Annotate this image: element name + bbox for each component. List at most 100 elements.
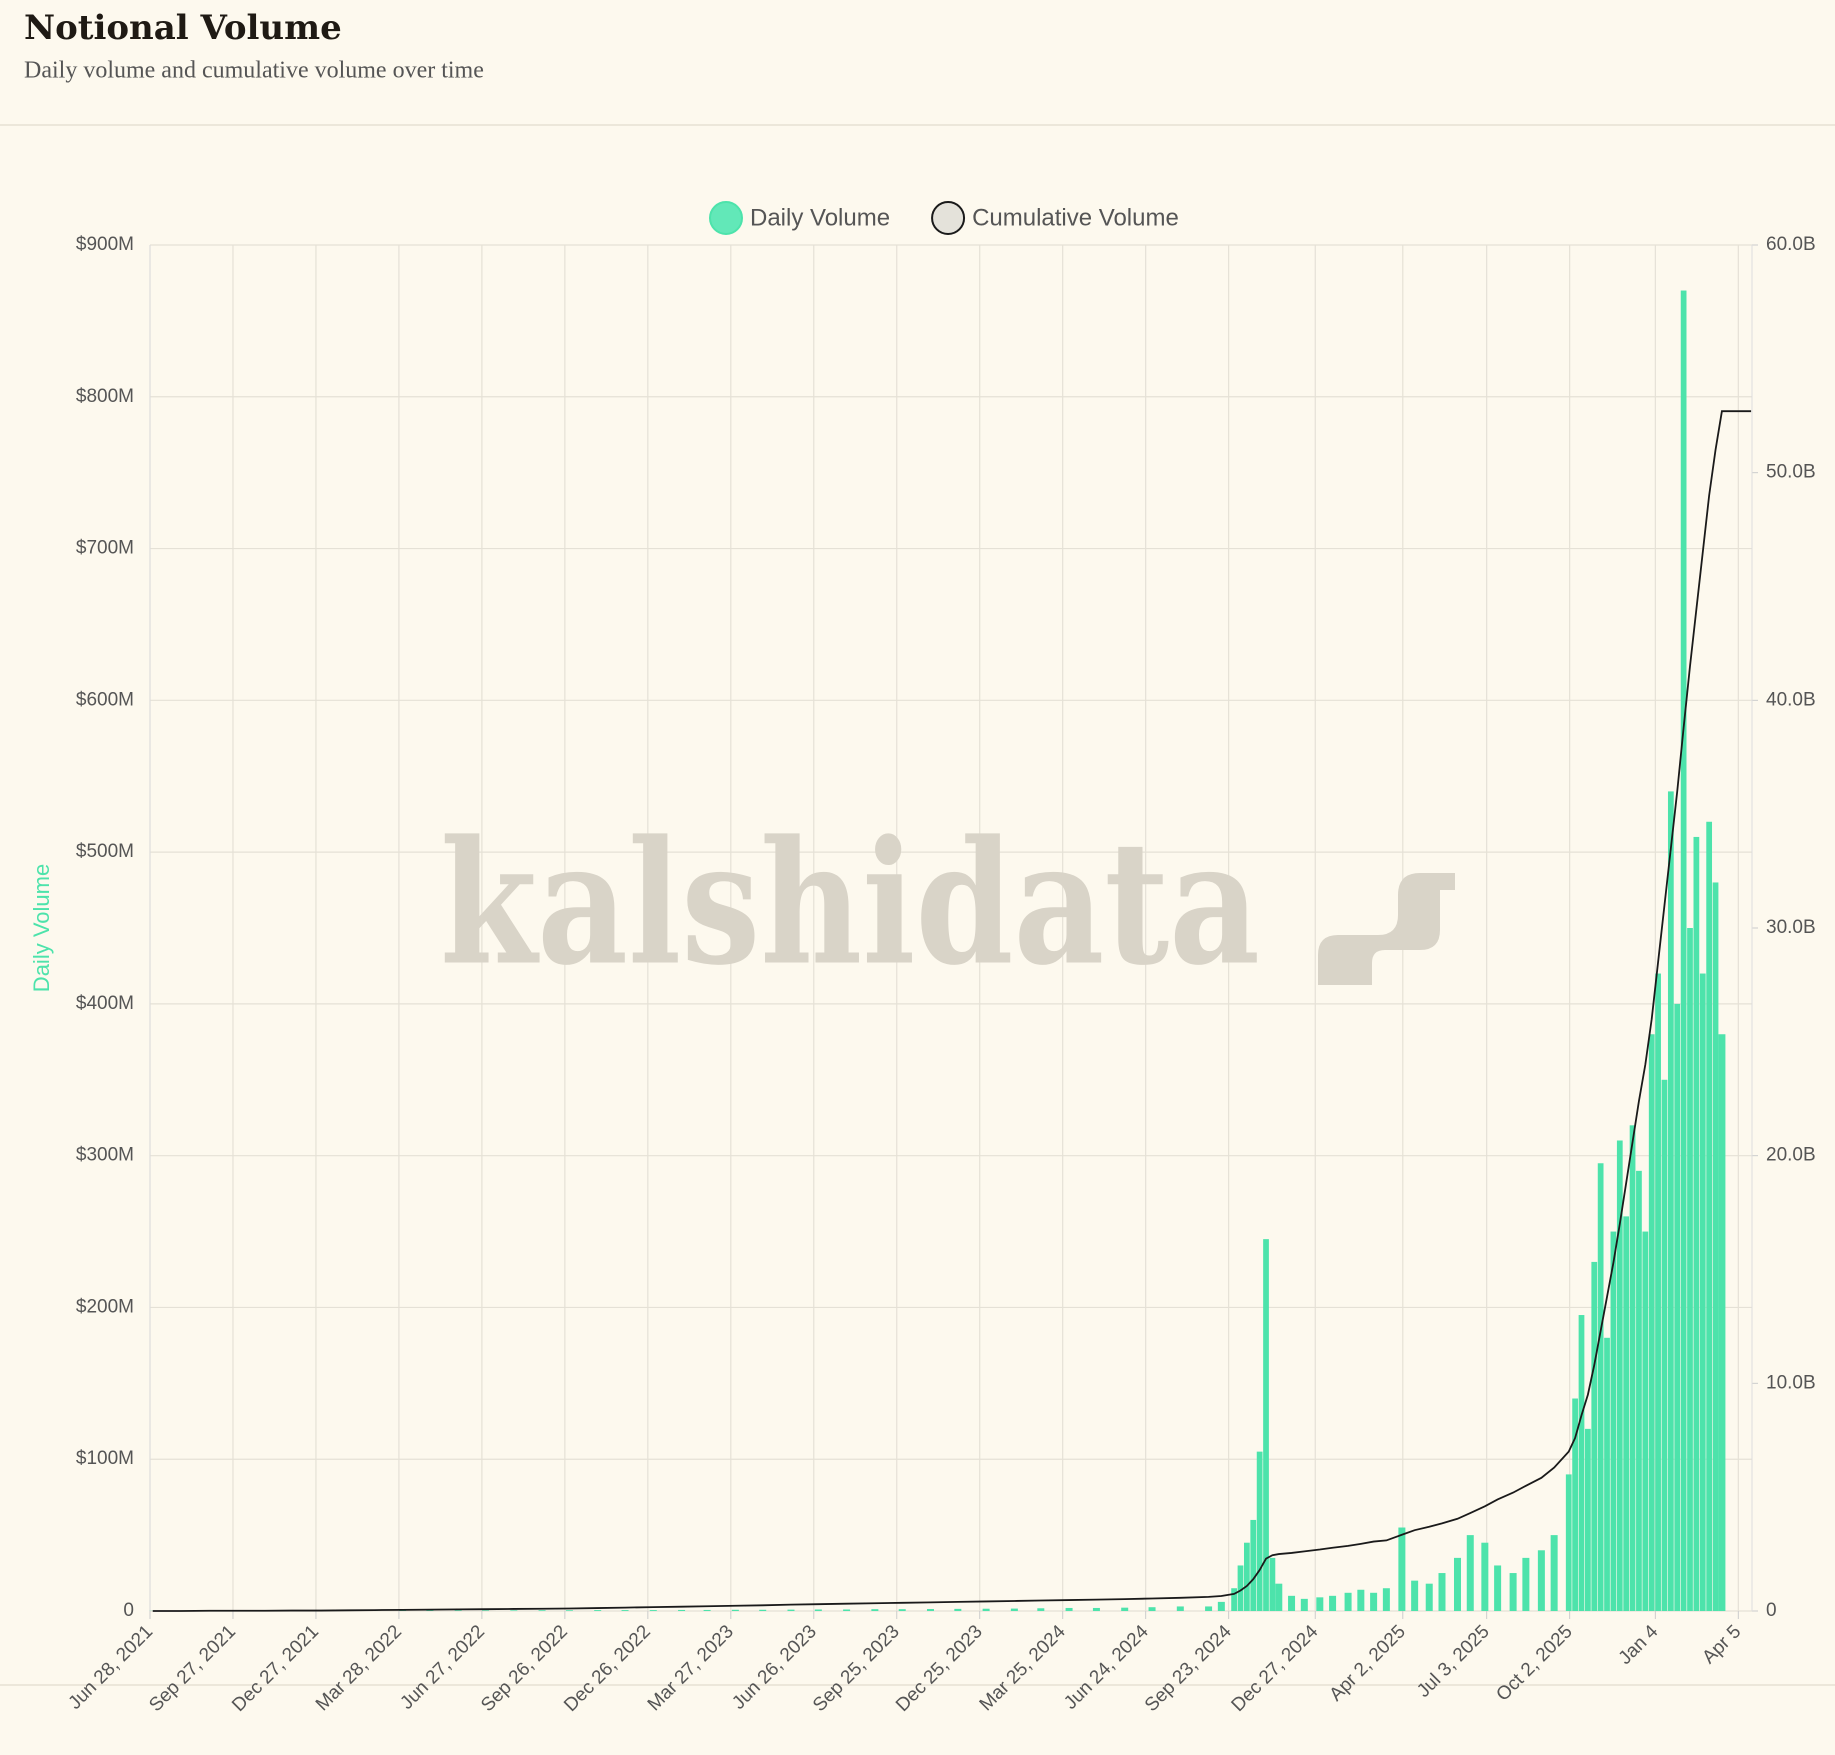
x-tick-label: Jun 27, 2022	[396, 1621, 489, 1714]
y-axis-label: Daily Volume	[29, 864, 54, 992]
legend-marker	[931, 201, 966, 235]
watermark: kalshidata	[440, 804, 1455, 1004]
y-tick-label: $500M	[76, 841, 134, 862]
bar	[1481, 1542, 1489, 1611]
bar	[843, 1609, 851, 1611]
bar	[1037, 1608, 1045, 1611]
bar	[482, 1610, 490, 1611]
bar	[1370, 1592, 1378, 1611]
bar	[1092, 1607, 1100, 1611]
watermark-text: kalshidata	[440, 804, 1260, 1004]
bar	[1329, 1595, 1337, 1611]
y-tick-label: $200M	[76, 1296, 134, 1317]
bar	[1316, 1597, 1324, 1611]
y-tick-label: $900M	[76, 234, 134, 255]
bar	[1466, 1535, 1474, 1611]
bar	[1537, 1550, 1545, 1611]
bar	[565, 1610, 573, 1611]
bar	[1237, 1565, 1244, 1611]
bar	[454, 1610, 462, 1611]
bar	[1148, 1607, 1156, 1611]
x-tick-label: Jun 24, 2024	[1060, 1621, 1153, 1714]
bar	[1687, 928, 1693, 1611]
bar	[1357, 1589, 1365, 1611]
x-tick-label: Dec 27, 2021	[228, 1621, 323, 1716]
bar	[1585, 1428, 1591, 1611]
line-series	[152, 410, 1752, 1612]
bar	[1680, 290, 1687, 1611]
y2-tick-label: 10.0B	[1766, 1372, 1816, 1393]
x-tick-label: Sep 25, 2023	[809, 1621, 904, 1716]
bar	[1699, 973, 1706, 1611]
bar	[982, 1608, 990, 1611]
bar	[1578, 1315, 1585, 1611]
x-tick-label: Mar 25, 2024	[976, 1621, 1070, 1715]
bar	[594, 1610, 602, 1611]
bar	[1572, 1398, 1578, 1611]
watermark-icon	[1318, 873, 1455, 985]
x-tick-label: Oct 2, 2025	[1492, 1621, 1576, 1705]
bar	[1636, 1170, 1642, 1611]
bar	[1655, 973, 1661, 1611]
y2-tick-label: 30.0B	[1766, 917, 1816, 938]
bar	[954, 1608, 962, 1611]
bar	[1438, 1573, 1446, 1611]
x-tick-label: Jun 26, 2023	[728, 1621, 821, 1714]
x-tick-label: Sep 27, 2021	[145, 1621, 240, 1716]
bar	[1661, 1079, 1668, 1611]
y-tick-label: $400M	[76, 993, 134, 1014]
x-tick-label: Sep 26, 2022	[477, 1621, 572, 1716]
bar	[1642, 1231, 1649, 1611]
bar	[1231, 1588, 1237, 1611]
chart-title: Notional Volume	[24, 8, 342, 48]
x-tick-label: Apr 5	[1698, 1621, 1745, 1668]
bar	[787, 1609, 795, 1611]
bar	[1300, 1598, 1308, 1611]
legend: Daily Volume Cumulative Volume	[709, 201, 1179, 235]
bar	[926, 1609, 934, 1611]
x-tick-label: Apr 2, 2025	[1326, 1621, 1410, 1705]
bar	[731, 1609, 739, 1611]
bar	[1065, 1607, 1073, 1611]
x-tick-label: Sep 23, 2024	[1141, 1621, 1236, 1716]
legend-label: Daily Volume	[750, 204, 890, 231]
bar	[1667, 791, 1674, 1611]
y-tick-label: $100M	[76, 1448, 134, 1469]
y2-tick-label: 0	[1766, 1600, 1777, 1621]
legend-label: Cumulative Volume	[972, 204, 1179, 231]
x-tick-label: Mar 28, 2022	[312, 1621, 406, 1715]
bar	[1344, 1592, 1352, 1611]
x-tick-label: Jul 3, 2025	[1413, 1621, 1494, 1702]
bar	[1176, 1606, 1184, 1611]
x-tick-label: Jun 28, 2021	[65, 1621, 158, 1714]
bar	[1522, 1557, 1530, 1611]
y-tick-label: 0	[123, 1600, 134, 1621]
bar	[1288, 1595, 1296, 1611]
bar	[871, 1609, 879, 1611]
y2-tick-label: 20.0B	[1766, 1145, 1816, 1166]
bar	[1616, 1140, 1623, 1611]
bar-series	[149, 290, 1726, 1611]
y-tick-label: $700M	[76, 538, 134, 559]
x-tick-label: Mar 27, 2023	[644, 1621, 738, 1715]
bar	[1629, 1125, 1636, 1611]
x-tick-label: Jan 4	[1615, 1621, 1663, 1669]
bar	[1256, 1451, 1263, 1611]
bar	[1565, 1474, 1572, 1611]
bar	[538, 1610, 546, 1611]
chart-subtitle: Daily volume and cumulative volume over …	[24, 58, 484, 84]
bar	[703, 1609, 711, 1611]
y-tick-label: $300M	[76, 1145, 134, 1166]
bar	[1610, 1231, 1617, 1611]
y2-tick-label: 60.0B	[1766, 234, 1816, 255]
bar	[1604, 1337, 1610, 1611]
bar	[1693, 836, 1700, 1611]
bar	[1217, 1601, 1225, 1611]
bar	[1411, 1580, 1419, 1611]
bar	[1674, 1003, 1681, 1611]
y2-tick-label: 50.0B	[1766, 462, 1816, 483]
bar	[1382, 1588, 1390, 1611]
bar	[1509, 1573, 1517, 1611]
